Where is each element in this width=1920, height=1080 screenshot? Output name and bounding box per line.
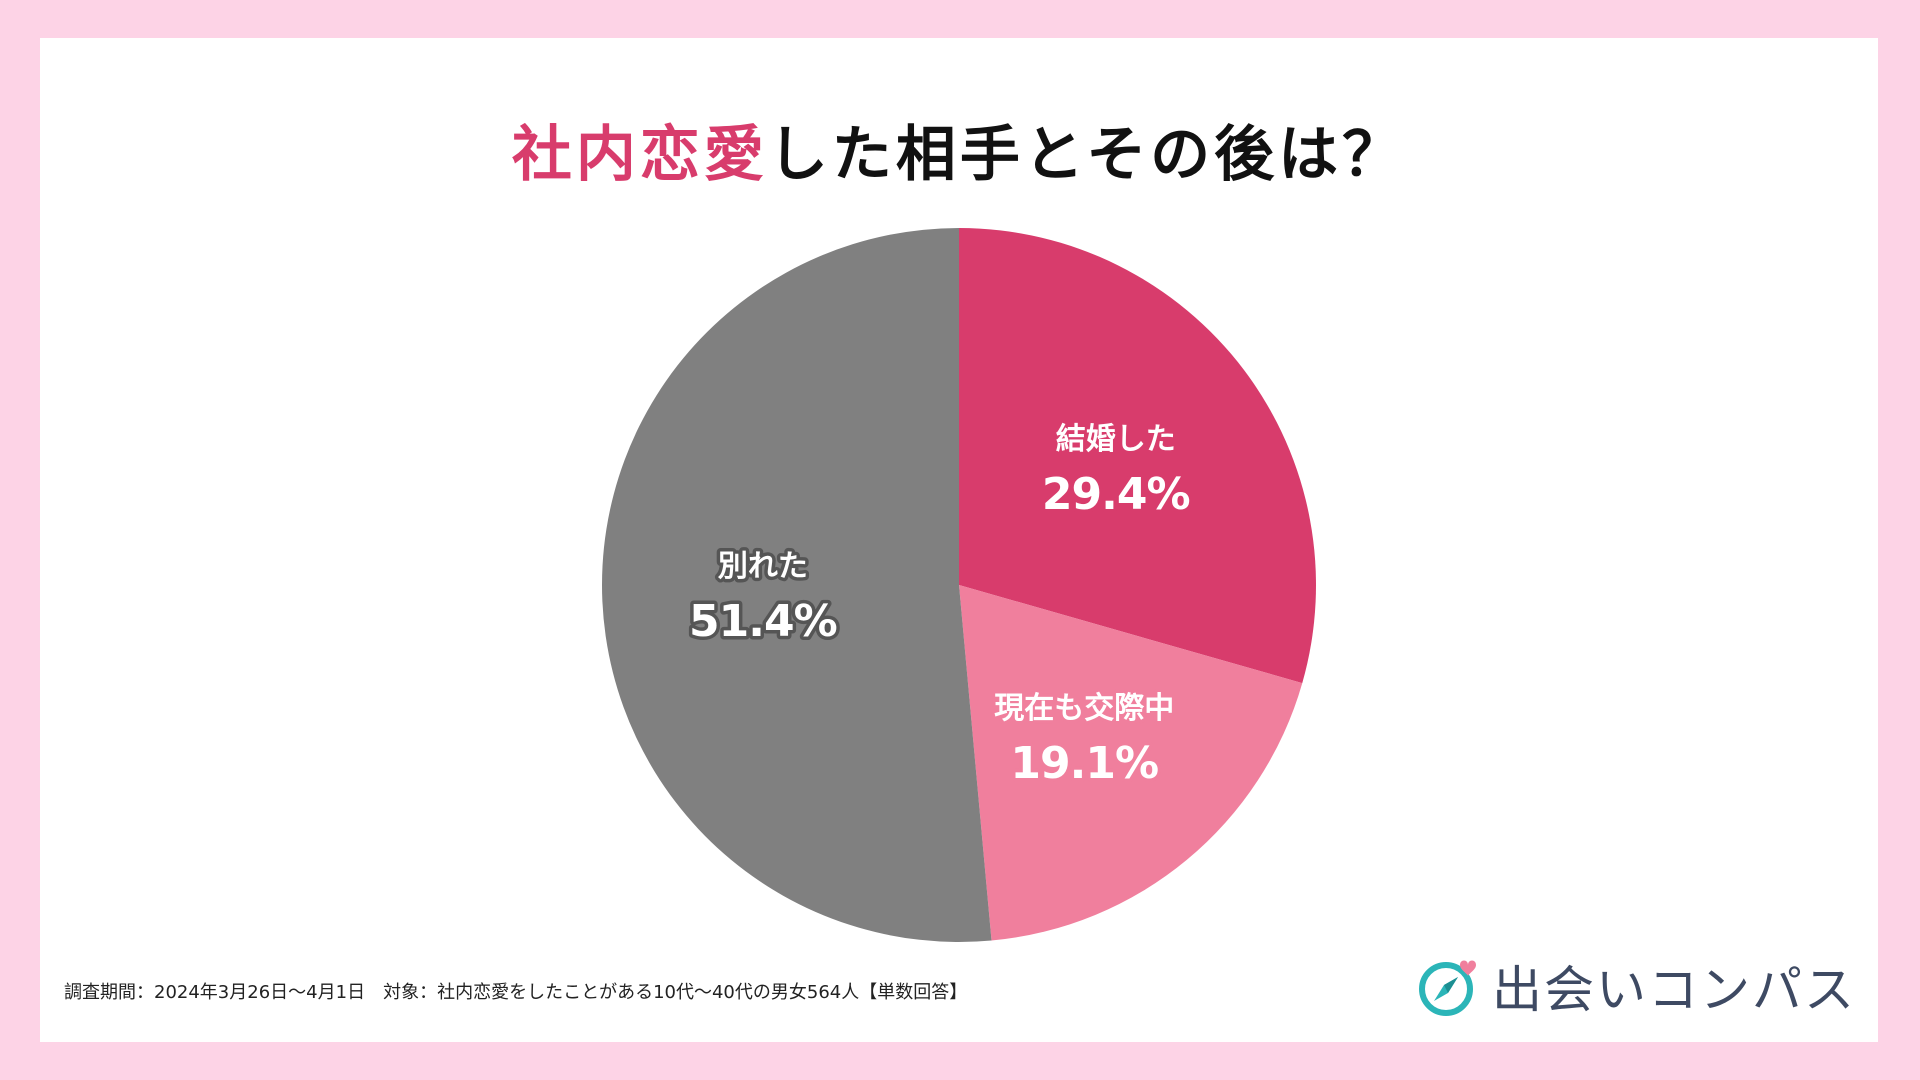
slice-category-label: 結婚した	[1056, 422, 1176, 457]
brand-logo: 出会いコンパス	[1416, 950, 1856, 1022]
chart-title: 社内恋愛した相手とその後は？	[40, 106, 1878, 193]
survey-footnote: 調査期間：2024年3月26日〜4月1日 対象：社内恋愛をしたことがある10代〜…	[64, 982, 968, 1003]
chart-card: 社内恋愛した相手とその後は？ 結婚した 29.4% 現在も交際中 19.1% 別れた 51…	[40, 38, 1878, 1042]
chart-title-accent: 社内恋愛	[511, 120, 768, 190]
pie-chart: 結婚した 29.4% 現在も交際中 19.1% 別れた 51.4%	[601, 228, 1316, 943]
pie-slice-1	[959, 228, 1316, 684]
chart-title-rest: した相手とその後は？	[767, 120, 1407, 190]
slice-percent-label: 19.1%	[1010, 738, 1158, 789]
slice-label-group-2: 現在も交際中 19.1%	[991, 688, 1178, 793]
slice-label-group-1: 結婚した 29.4%	[1038, 418, 1194, 523]
pie-slice-2	[959, 585, 1303, 941]
pie-slice-3	[601, 228, 992, 943]
slice-label-group-3: 別れた 51.4%	[686, 545, 842, 650]
slice-percent-label: 29.4%	[1042, 469, 1190, 520]
slice-percent-label: 51.4%	[689, 596, 837, 647]
brand-name: 出会いコンパス	[1492, 961, 1856, 1019]
slice-category-label: 現在も交際中	[994, 691, 1174, 726]
slice-category-label: 別れた	[718, 549, 808, 584]
compass-heart-icon	[1419, 960, 1476, 1016]
